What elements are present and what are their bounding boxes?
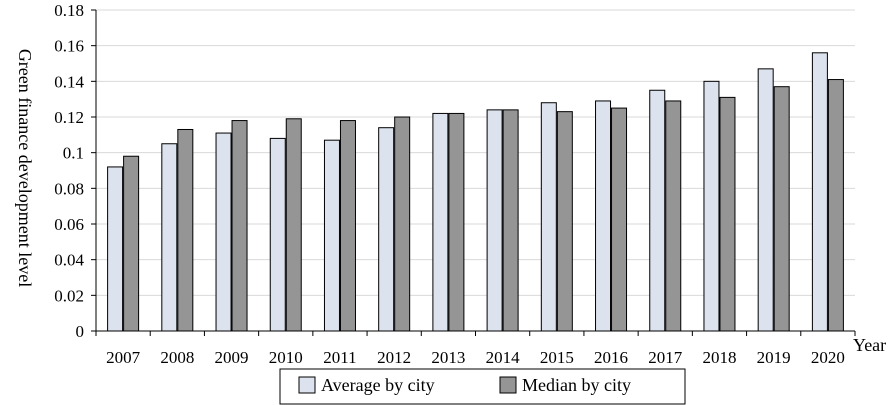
bar-median-2019: [773, 86, 790, 332]
bar-median-2014: [502, 109, 519, 332]
bar-median-2018: [719, 96, 736, 332]
legend: Average by city Median by city: [279, 368, 686, 405]
bar-median-2013: [448, 112, 465, 332]
bar-average-2015: [540, 102, 557, 332]
x-tick-label: 2015: [540, 348, 574, 367]
legend-swatch-median: [499, 376, 517, 394]
x-tick-label: 2011: [323, 348, 356, 367]
bar-average-2011: [323, 139, 340, 332]
x-tick-label: 2010: [269, 348, 303, 367]
bar-average-2017: [649, 89, 666, 332]
bar-median-2012: [394, 116, 411, 332]
axes: [91, 9, 856, 336]
bar-median-2020: [827, 79, 844, 332]
y-tick-label: 0.18: [54, 1, 84, 20]
y-tick-label: 0.12: [54, 108, 84, 127]
x-tick-label: 2012: [377, 348, 411, 367]
legend-frame: [279, 368, 686, 405]
legend-label-average: Average by city: [321, 375, 435, 395]
gridlines: [96, 9, 855, 296]
y-tick-label: 0.1: [63, 144, 84, 163]
y-tick-label: 0.14: [54, 72, 84, 91]
bar-average-2020: [811, 52, 828, 332]
bar-average-2012: [378, 127, 395, 332]
bar-average-2014: [486, 109, 503, 332]
bar-median-2016: [611, 107, 628, 332]
bar-average-2010: [269, 137, 286, 332]
y-axis-title: Green finance development level: [15, 49, 35, 287]
x-tick-label: 2007: [106, 348, 141, 367]
y-tick-label: 0.02: [54, 286, 84, 305]
x-tick-label: 2014: [486, 348, 521, 367]
y-tick-label: 0.16: [54, 37, 84, 56]
x-tick-label: 2013: [431, 348, 465, 367]
bar-median-2015: [556, 111, 573, 332]
x-tick-label: 2008: [160, 348, 194, 367]
bar-average-2009: [215, 132, 232, 332]
bar-median-2010: [285, 118, 302, 332]
bar-median-2011: [339, 120, 356, 332]
x-tick-label: 2009: [215, 348, 249, 367]
bar-average-2008: [161, 143, 178, 332]
y-tick-label: 0: [76, 322, 85, 341]
bar-median-2007: [123, 155, 140, 332]
x-tick-label: 2019: [757, 348, 791, 367]
bar-average-2018: [703, 80, 720, 332]
bar-average-2019: [757, 68, 774, 332]
bar-average-2016: [595, 100, 612, 332]
x-tick-label: 2020: [811, 348, 845, 367]
x-axis-title: Year: [853, 335, 886, 355]
legend-swatch-average: [298, 376, 316, 394]
bar-median-2009: [231, 120, 248, 332]
bar-average-2007: [107, 166, 124, 332]
bar-median-2017: [665, 100, 682, 332]
x-tick-label: 2016: [594, 348, 628, 367]
legend-label-median: Median by city: [522, 375, 631, 395]
x-tick-labels: 2007 2008 2009 2010 2011 2012 2013 2014 2015 2016…: [106, 348, 845, 367]
x-tick-label: 2017: [648, 348, 683, 367]
y-tick-label: 0.08: [54, 179, 84, 198]
y-tick-label: 0.06: [54, 215, 84, 234]
x-tick-label: 2018: [702, 348, 736, 367]
y-tick-label: 0.04: [54, 251, 84, 270]
y-tick-labels: 0 0.02 0.04 0.06 0.08 0.1 0.12 0.14 0.16 0.18: [54, 1, 84, 341]
bar-average-2013: [432, 112, 449, 332]
bar-median-2008: [177, 128, 194, 332]
bars: [107, 52, 844, 332]
